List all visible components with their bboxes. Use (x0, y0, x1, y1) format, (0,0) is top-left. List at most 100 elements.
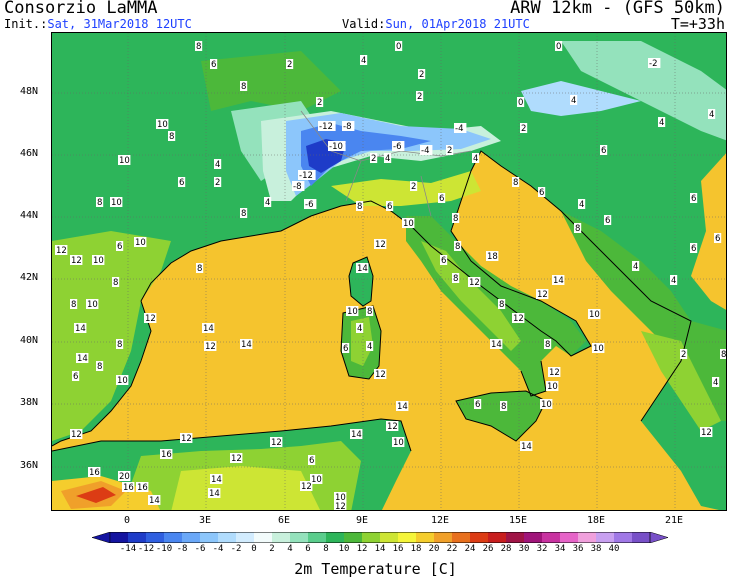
isotherm-label-bg (416, 91, 424, 101)
isotherm-label-bg (658, 117, 666, 127)
colorbar-segment (326, 532, 345, 543)
isotherm-label: 8 (196, 42, 201, 52)
isotherm-label: -4 (421, 146, 429, 156)
isotherm-label-bg (604, 215, 612, 225)
isotherm-label: 12 (181, 434, 192, 444)
isotherm-label: -4 (455, 124, 463, 134)
colorbar-segment (434, 532, 453, 543)
isotherm-label: 2 (287, 60, 292, 70)
isotherm-label: 0 (556, 42, 561, 52)
isotherm-label: 10 (87, 300, 98, 310)
colorbar-segment (182, 532, 201, 543)
isotherm-label: 6 (715, 234, 720, 244)
isotherm-label-bg (210, 59, 218, 69)
isotherm-label: -12 (319, 122, 333, 132)
isotherm-label-bg (540, 399, 553, 409)
isotherm-label-bg (402, 218, 415, 228)
temperature-map: 8 0 0 -2 6 2 4 2 8 2 2 0 4 4 10 8 -12 -8 -4 2 4 -10 -6 -4 6 10 4 -1… (51, 32, 727, 511)
isotherm-label: 20 (119, 472, 130, 482)
isotherm-label-bg (96, 361, 104, 371)
init-label: Init.: (4, 17, 48, 31)
colorbar-tick-label: 38 (590, 544, 602, 554)
isotherm-label: 6 (211, 60, 216, 70)
isotherm-label-bg (334, 492, 347, 502)
isotherm-label-bg (110, 197, 123, 207)
colorbar-tick-label: 26 (482, 544, 494, 554)
forecast-step: T=+33h (670, 15, 725, 33)
isotherm-label-bg (328, 141, 346, 151)
colorbar-segment (236, 532, 255, 543)
isotherm-label-bg (517, 97, 525, 107)
isotherm-label: 4 (265, 198, 270, 208)
isotherm-label: 10 (393, 438, 404, 448)
isotherm-label-bg (454, 123, 467, 133)
lon-label: 3E (198, 515, 212, 526)
isotherm-label-bg (240, 208, 248, 218)
isotherm-label: 12 (301, 482, 312, 492)
isotherm-label-bg (512, 177, 520, 187)
isotherm-label-bg (366, 341, 374, 351)
isotherm-label: 10 (117, 376, 128, 386)
isotherm-label: 8 (721, 350, 726, 360)
isotherm-label: 2 (411, 182, 416, 192)
isotherm-label: 6 (475, 400, 480, 410)
isotherm-label-bg (438, 193, 446, 203)
isotherm-label-bg (334, 501, 347, 510)
isotherm-label-bg (708, 109, 716, 119)
isotherm-label-bg (92, 255, 105, 265)
isotherm-label-bg (342, 343, 350, 353)
isotherm-label-bg (392, 437, 405, 447)
init-time: Init.:Sat, 31Mar2018 12UTC (4, 17, 192, 31)
isotherm-label: 6 (691, 244, 696, 254)
isotherm-label: -8 (343, 122, 351, 132)
isotherm-label-bg (70, 255, 83, 265)
isotherm-label-bg (76, 353, 89, 363)
isotherm-label: 6 (309, 456, 314, 466)
isotherm-label-bg (446, 145, 454, 155)
isotherm-label: 6 (539, 188, 544, 198)
colorbar-tick-label: -8 (176, 544, 188, 554)
colorbar-tick-label: 18 (410, 544, 422, 554)
isotherm-label: 6 (73, 372, 78, 382)
isotherm-label-bg (240, 81, 248, 91)
isotherm-label: 8 (367, 307, 372, 317)
isotherm-label: 10 (157, 120, 168, 130)
colorbar-tick-label: 6 (305, 544, 311, 554)
isotherm-label: 12 (145, 314, 156, 324)
isotherm-label-bg (214, 177, 222, 187)
isotherm-label: 6 (343, 344, 348, 354)
isotherm-label: 16 (89, 468, 100, 478)
colorbar-tick-label: 24 (464, 544, 476, 554)
isotherm-label-bg (360, 55, 368, 65)
lat-label: 42N (20, 272, 39, 283)
isotherm-label: 2 (521, 124, 526, 134)
isotherm-label: 14 (209, 489, 220, 499)
isotherm-label-bg (86, 299, 99, 309)
colorbar-tick-label: 16 (392, 544, 404, 554)
isotherm-label-bg (350, 429, 363, 439)
isotherm-label: 4 (473, 154, 478, 164)
isotherm-label-bg (700, 427, 713, 437)
valid-label: Valid: (342, 17, 386, 31)
colorbar-arrow-left (92, 532, 111, 543)
isotherm-label-bg (712, 377, 720, 387)
colorbar-segment (272, 532, 291, 543)
isotherm-label: 14 (491, 340, 502, 350)
isotherm-label-bg (156, 119, 169, 129)
isotherm-label-bg (486, 251, 499, 261)
isotherm-label-bg (112, 277, 120, 287)
isotherm-label-bg (588, 309, 601, 319)
isotherm-label: 10 (335, 493, 346, 503)
isotherm-label: 6 (179, 178, 184, 188)
isotherm-label: 4 (579, 200, 584, 210)
isotherm-label: 16 (137, 483, 148, 493)
isotherm-label-bg (392, 141, 405, 151)
isotherm-label-bg (308, 455, 316, 465)
colorbar-segment (398, 532, 417, 543)
isotherm-label: 10 (347, 307, 358, 317)
isotherm-label-bg (600, 145, 608, 155)
colorbar-segment (146, 532, 165, 543)
isotherm-label: 4 (671, 276, 676, 286)
lon-label: 21E (664, 515, 684, 526)
isotherm-label: 6 (117, 242, 122, 252)
